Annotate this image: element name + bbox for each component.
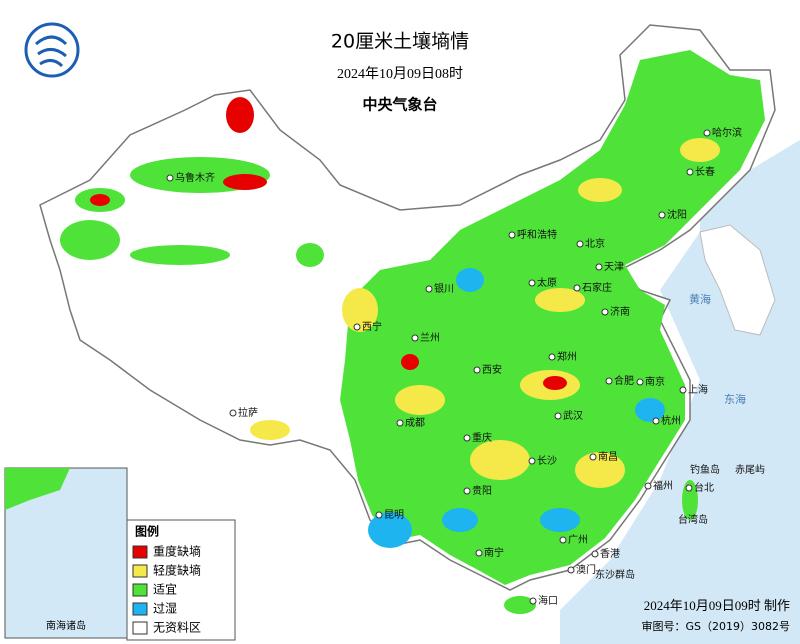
city-label: 合肥: [614, 374, 634, 387]
city-marker: [508, 231, 516, 239]
city-label: 石家庄: [582, 281, 612, 294]
legend-label: 过湿: [153, 601, 177, 616]
legend-label: 重度缺墒: [153, 544, 201, 559]
city-label: 澳门: [576, 563, 596, 576]
city-marker: [686, 168, 694, 176]
legend-swatch: [132, 602, 148, 616]
moisture-area: [340, 50, 765, 585]
city-label: 郑州: [557, 350, 577, 363]
legend-label: 无资料区: [153, 621, 201, 635]
city-marker: [685, 484, 693, 492]
place-label: 赤尾屿: [735, 464, 765, 476]
city-label: 兰州: [420, 331, 440, 344]
city-marker: [573, 284, 581, 292]
place-label: 钓鱼岛: [690, 463, 720, 476]
city-label: 南宁: [484, 546, 504, 559]
city-label: 西宁: [362, 320, 382, 333]
city-marker: [229, 409, 237, 417]
place-label: 东沙群岛: [595, 568, 635, 581]
city-marker: [463, 434, 471, 442]
city-marker: [576, 240, 584, 248]
logo: [24, 22, 80, 78]
city-marker: [605, 377, 613, 385]
city-label: 乌鲁木齐: [175, 171, 215, 184]
city-label: 长春: [695, 166, 715, 178]
city-marker: [529, 597, 537, 605]
issuer: 中央气象台: [362, 96, 437, 114]
date: 2024年10月09日08时: [337, 66, 463, 82]
city-label: 上海: [688, 383, 708, 396]
legend-label: 适宜: [153, 582, 177, 597]
city-marker: [411, 334, 419, 342]
legend-swatch: [132, 621, 148, 635]
city-label: 台北: [694, 481, 714, 494]
city-label: 天津: [604, 261, 624, 273]
city-label: 沈阳: [667, 208, 687, 221]
city-label: 拉萨: [238, 406, 258, 419]
city-marker: [396, 419, 404, 427]
city-label: 银川: [434, 282, 454, 295]
korea: [699, 224, 776, 336]
city-marker: [475, 549, 483, 557]
city-label: 北京: [585, 237, 605, 250]
footer-approval: 审图号：GS（2019）3082号: [642, 619, 791, 633]
city-label: 广州: [568, 534, 588, 546]
place-label: 东海: [724, 392, 746, 406]
city-marker: [703, 129, 711, 137]
title: 20厘米土壤墒情: [331, 31, 469, 53]
inset-label: 南海诸岛: [46, 619, 86, 632]
city-label: 贵阳: [472, 484, 492, 497]
city-marker: [559, 536, 567, 544]
city-marker: [473, 366, 481, 374]
city-label: 太原: [537, 276, 557, 289]
city-marker: [658, 211, 666, 219]
place-label: 黄海: [689, 292, 711, 306]
city-marker: [644, 482, 652, 490]
city-label: 香港: [600, 548, 620, 560]
city-marker: [166, 174, 174, 182]
city-marker: [425, 285, 433, 293]
city-label: 福州: [653, 479, 673, 492]
inset: 南海诸岛: [4, 467, 128, 639]
city-label: 成都: [405, 417, 425, 429]
city-label: 长沙: [537, 455, 557, 467]
moisture-patches: [60, 97, 720, 614]
city-marker: [595, 263, 603, 271]
city-marker: [589, 453, 597, 461]
city-marker: [601, 308, 609, 316]
place-label: 台湾岛: [678, 513, 708, 526]
legend-swatch: [132, 545, 148, 559]
city-label: 昆明: [384, 509, 404, 521]
city-marker: [548, 353, 556, 361]
footer-made: 2024年10月09日09时 制作: [644, 598, 790, 613]
city-label: 海口: [538, 594, 558, 607]
city-label: 西安: [482, 363, 502, 376]
city-label: 武汉: [563, 409, 583, 422]
city-label: 南昌: [598, 450, 618, 463]
city-label: 南京: [645, 375, 665, 388]
city-marker: [528, 279, 536, 287]
city-label: 杭州: [661, 414, 681, 427]
city-marker: [636, 378, 644, 386]
city-marker: [463, 487, 471, 495]
city-label: 哈尔滨: [712, 126, 742, 139]
city-marker: [652, 417, 660, 425]
legend-swatch: [132, 564, 148, 578]
city-marker: [679, 386, 687, 394]
city-label: 呼和浩特: [517, 229, 557, 241]
city-marker: [591, 550, 599, 558]
city-marker: [375, 511, 383, 519]
city-marker: [528, 457, 536, 465]
city-marker: [554, 412, 562, 420]
city-label: 济南: [610, 305, 630, 318]
city-marker: [353, 323, 361, 331]
city-marker: [567, 566, 575, 574]
city-label: 重庆: [472, 431, 492, 444]
legend-title: 图例: [135, 524, 159, 539]
legend-swatch: [132, 583, 148, 597]
legend-label: 轻度缺墒: [153, 563, 201, 578]
